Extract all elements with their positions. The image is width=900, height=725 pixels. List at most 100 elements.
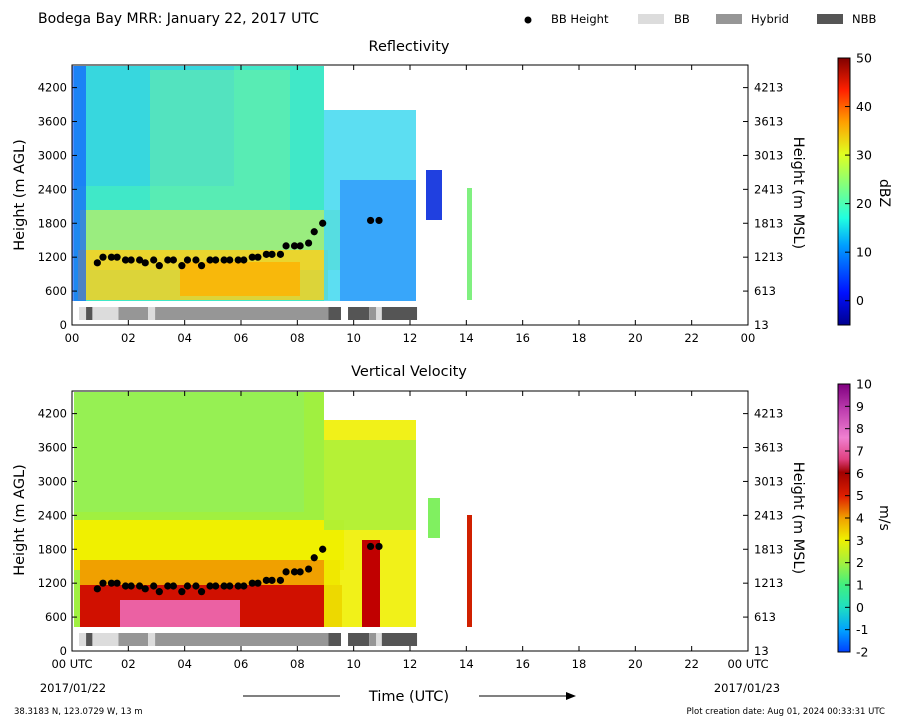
refl-bb-type-segment: [118, 307, 149, 320]
refl-bb-height-point: [262, 250, 270, 258]
refl-xtick-label: 06: [234, 331, 249, 345]
vel-bb-height-point: [234, 582, 242, 590]
refl-bb-height-point: [319, 219, 327, 227]
refl-ytick-left-label: 1200: [38, 250, 67, 264]
date-start: 2017/01/22: [40, 681, 106, 695]
vel-bb-height-point: [282, 568, 290, 576]
vel-ytick-right-label: 1213: [754, 576, 783, 590]
refl-bb-height-point: [290, 242, 299, 250]
vel-bb-type-segment: [328, 633, 341, 646]
vel-xtick-label: 00 UTC: [51, 657, 92, 671]
vel-bb-height-point: [136, 582, 144, 590]
refl-ytick-right-label: 3013: [754, 148, 783, 162]
vel-cbar-tick-label: 1: [856, 578, 864, 593]
vel-cbar-tick-label: 10: [856, 377, 872, 392]
refl-echo-trailing-blue: [340, 180, 416, 301]
vel-ytick-right-label: 3013: [754, 474, 783, 488]
refl-xtick-label: 00: [741, 331, 756, 345]
refl-xtick-label: 14: [459, 331, 474, 345]
refl-bb-height-point: [99, 253, 107, 261]
refl-bb-height-point: [192, 256, 200, 264]
refl-echo-cell-14h: [467, 188, 472, 300]
vel-cbar-tick-label: 3: [856, 533, 864, 548]
plot-creation-date: Plot creation date: Aug 01, 2024 00:33:3…: [687, 707, 886, 717]
refl-ytick-left-label: 4200: [38, 81, 67, 95]
legend-nbb-label: NBB: [852, 12, 876, 26]
vel-bb-height-point: [164, 582, 172, 590]
refl-ytick-right-label: 4213: [754, 81, 783, 95]
refl-bb-height-point: [141, 259, 149, 267]
vel-colorbar-label: m/s: [876, 505, 892, 531]
vel-cbar-tick-label: 5: [856, 488, 864, 503]
refl-bb-height-point: [282, 242, 290, 250]
vel-bb-height-point: [212, 582, 220, 590]
vel-ytick-left-label: 2400: [38, 508, 67, 522]
vel-field-cell-13h: [428, 498, 440, 538]
vel-bb-height-point: [375, 542, 383, 551]
date-end: 2017/01/23: [714, 681, 780, 695]
refl-bb-dots: [93, 216, 383, 270]
vel-xtick-label: 14: [459, 657, 474, 671]
vel-ytick-left-label: 1800: [38, 542, 67, 556]
reflectivity-title: Reflectivity: [369, 39, 450, 55]
refl-bb-height-point: [268, 250, 276, 258]
refl-bb-type-segment: [381, 307, 418, 320]
refl-ytick-left-label: 1800: [38, 216, 67, 230]
vel-ytick-left-label: 3000: [38, 474, 67, 488]
refl-xtick-label: 18: [572, 331, 587, 345]
refl-bb-type-segment: [348, 307, 370, 320]
legend-hybrid-swatch: [716, 14, 742, 24]
refl-bb-height-point: [183, 256, 192, 264]
refl-bb-height-point: [113, 253, 121, 261]
vel-ytick-left-label: 0: [60, 644, 67, 658]
reflectivity-field: [72, 66, 472, 320]
vel-bb-height-point: [206, 582, 214, 590]
refl-ylabel-right: Height (m MSL): [790, 137, 806, 249]
vel-xtick-label: 18: [572, 657, 587, 671]
reflectivity-panel: Reflectivity 060012001800240030003600420…: [12, 39, 892, 345]
refl-bb-height-point: [248, 253, 256, 261]
refl-xtick-label: 02: [121, 331, 136, 345]
refl-bb-height-point: [164, 256, 172, 264]
refl-bb-height-point: [178, 262, 186, 270]
vel-bb-height-point: [192, 582, 200, 590]
refl-bb-height-point: [136, 256, 144, 264]
refl-cbar-tick-label: 10: [856, 245, 872, 260]
vel-bb-height-point: [169, 582, 177, 590]
refl-cbar-tick-label: 30: [856, 148, 872, 163]
velocity-field: [74, 392, 472, 646]
vel-bb-height-point: [113, 579, 121, 587]
vel-ytick-left-label: 3600: [38, 441, 67, 455]
refl-bb-height-point: [226, 256, 234, 264]
vel-bb-height-point: [150, 582, 158, 590]
x-axis-label: Time (UTC): [368, 689, 449, 705]
vel-bb-height-point: [183, 582, 192, 590]
vel-bb-height-point: [226, 582, 234, 590]
vel-field-pink: [120, 600, 240, 627]
vel-ytick-left-label: 600: [45, 610, 67, 624]
refl-bb-type-segment: [155, 307, 329, 320]
refl-bb-type-segment: [376, 307, 382, 320]
vel-colorbar-ticks: -2 -1 0 1 2 3 4 5 6 7 8 9 10: [845, 377, 872, 660]
vel-bb-type-bar: [79, 633, 418, 646]
refl-y-ticks-right: 13 613 1213 1813 2413 3013 3613 4213: [743, 81, 783, 332]
vel-xtick-label: 02: [121, 657, 136, 671]
vel-cbar-tick-label: -2: [856, 645, 868, 660]
vel-ytick-left-label: 1200: [38, 576, 67, 590]
vel-cbar-tick-label: 7: [856, 444, 864, 459]
vel-bb-height-point: [121, 582, 130, 590]
vel-cbar-tick-label: 8: [856, 421, 864, 436]
refl-ytick-left-label: 3000: [38, 148, 67, 162]
refl-bb-height-point: [197, 262, 206, 270]
refl-xtick-label: 16: [515, 331, 530, 345]
vel-bb-height-point: [296, 568, 304, 576]
refl-bb-type-segment: [328, 307, 341, 320]
refl-bb-type-segment: [92, 307, 119, 320]
refl-colorbar-ticks: 0 10 20 30 40 50: [845, 51, 872, 308]
vel-bb-height-point: [254, 579, 262, 587]
refl-ytick-right-label: 13: [754, 318, 769, 332]
vel-field-green-band: [74, 392, 304, 512]
refl-cbar-tick-label: 50: [856, 51, 872, 66]
vel-xtick-label: 04: [177, 657, 192, 671]
refl-ytick-left-label: 0: [60, 318, 67, 332]
